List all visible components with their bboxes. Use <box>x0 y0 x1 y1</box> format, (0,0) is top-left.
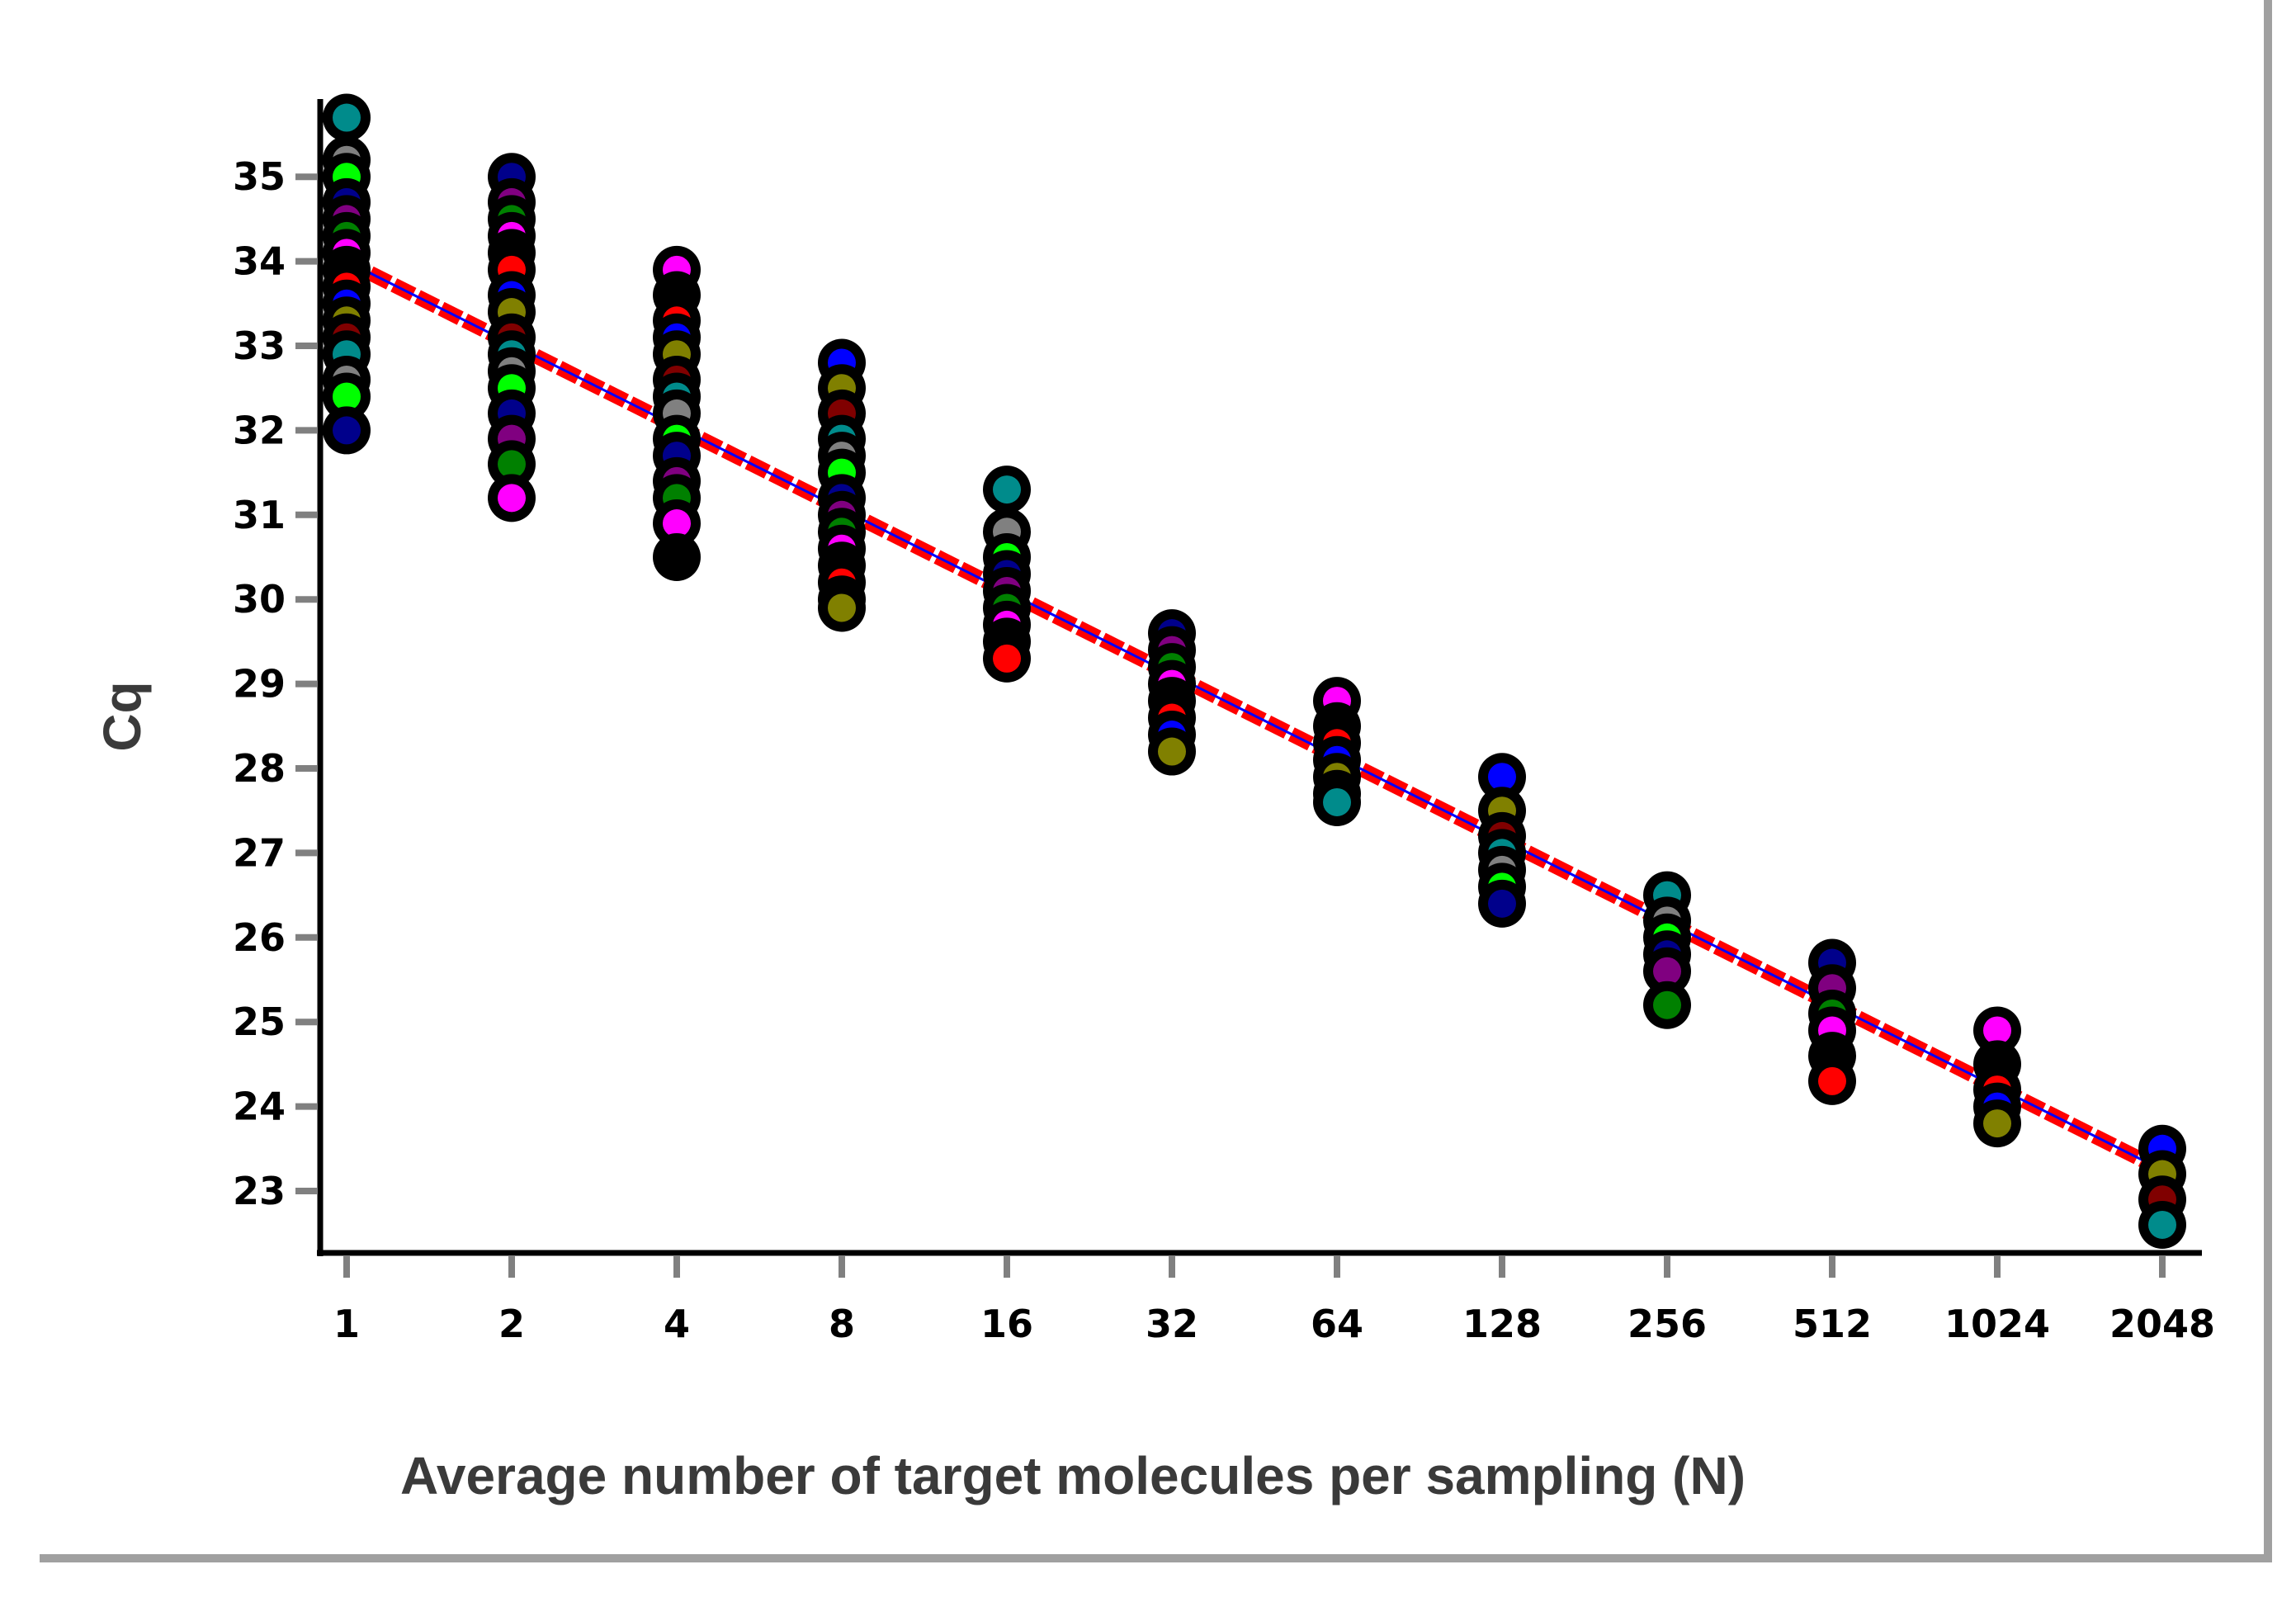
x-tick-label: 2 <box>498 1302 525 1346</box>
x-tick-label: 2048 <box>2109 1302 2215 1346</box>
data-point <box>1808 1056 1856 1105</box>
axes <box>295 99 2202 1278</box>
data-point <box>653 499 701 548</box>
data-point-fill <box>1653 957 1681 985</box>
data-point-fill <box>1158 737 1186 766</box>
data-point <box>1478 753 1526 801</box>
data-point-fill <box>663 509 691 538</box>
y-tick-label: 29 <box>233 662 286 707</box>
fit-line-core <box>346 260 2171 1175</box>
data-point <box>323 372 371 421</box>
data-point-fill <box>993 475 1021 504</box>
x-tick-label: 32 <box>1146 1302 1198 1346</box>
data-point <box>1148 727 1196 776</box>
y-tick-label: 23 <box>233 1169 286 1213</box>
x-axis-title: Average number of target molecules per s… <box>400 1446 1746 1505</box>
x-tick-label: 16 <box>980 1302 1033 1346</box>
x-tick-label: 64 <box>1311 1302 1363 1346</box>
x-tick-label: 4 <box>664 1302 690 1346</box>
data-point <box>2138 1200 2186 1249</box>
data-point <box>983 634 1031 683</box>
data-point-fill <box>1653 990 1681 1019</box>
y-tick-label: 27 <box>233 830 286 875</box>
data-point-fill <box>1818 1066 1846 1095</box>
data-point-fill <box>1488 763 1516 792</box>
y-tick-label: 33 <box>233 324 286 368</box>
data-point-fill <box>1983 1016 2011 1045</box>
y-tick-label: 34 <box>233 239 286 284</box>
y-tick-label: 35 <box>233 154 286 199</box>
data-point-fill <box>1983 1109 2011 1138</box>
y-tick-label: 30 <box>233 577 286 622</box>
data-point <box>653 533 701 581</box>
x-tick-label: 512 <box>1793 1302 1872 1346</box>
data-point <box>488 474 536 522</box>
data-point-fill <box>333 382 361 411</box>
data-point-fill <box>333 103 361 132</box>
y-axis-title: Cq <box>92 681 152 751</box>
data-point-fill <box>2148 1210 2176 1239</box>
data-point-fill <box>828 593 856 622</box>
data-point <box>323 406 371 455</box>
data-point-fill <box>1323 787 1351 816</box>
fit-line <box>343 254 2175 1181</box>
data-point-fill <box>498 484 526 513</box>
x-tick-label: 256 <box>1628 1302 1707 1346</box>
y-tick-label: 25 <box>233 1000 286 1044</box>
x-tick-label: 1024 <box>1944 1302 2050 1346</box>
data-point <box>1973 1006 2021 1055</box>
data-point-fill <box>663 543 691 571</box>
data-point <box>983 466 1031 514</box>
data-point-fill <box>1488 889 1516 918</box>
y-tick-label: 31 <box>233 493 286 537</box>
data-point-fill <box>333 416 361 445</box>
data-point <box>1478 879 1526 928</box>
data-point-fill <box>993 644 1021 673</box>
data-point-fill <box>498 450 526 479</box>
data-point <box>1313 778 1361 826</box>
data-point <box>323 93 371 142</box>
data-point <box>818 584 866 632</box>
y-tick-label: 26 <box>233 915 286 960</box>
data-point <box>1643 947 1691 995</box>
y-tick-label: 32 <box>233 408 286 452</box>
y-tick-label: 24 <box>233 1085 286 1129</box>
data-point <box>1643 981 1691 1029</box>
x-tick-label: 1 <box>333 1302 360 1346</box>
data-point <box>488 440 536 489</box>
x-tick-label: 128 <box>1462 1302 1542 1346</box>
x-tick-label: 8 <box>829 1302 855 1346</box>
data-point <box>1973 1099 2021 1148</box>
y-tick-label: 28 <box>233 746 286 791</box>
data-points <box>323 93 2186 1249</box>
